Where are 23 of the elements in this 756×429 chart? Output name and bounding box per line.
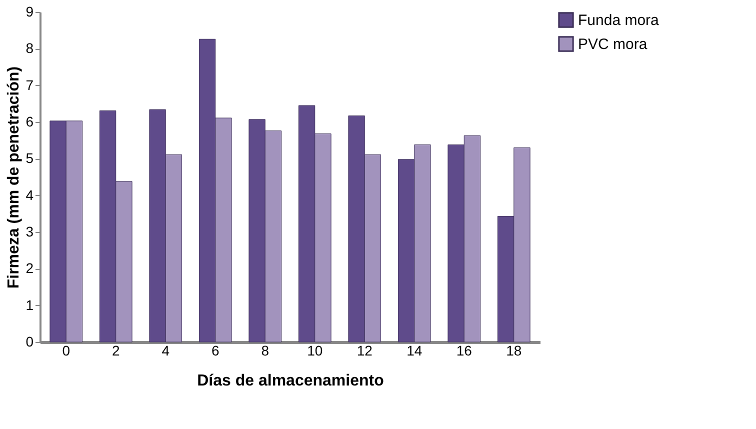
y-tick-label: 6 — [26, 114, 34, 130]
y-tick-label: 5 — [26, 150, 34, 166]
y-tick-label: 3 — [26, 224, 34, 240]
y-axis-title: Firmeza (mm de penetración) — [6, 66, 23, 289]
x-tick-label: 2 — [112, 342, 120, 358]
y-tick-label: 2 — [26, 260, 34, 276]
legend-label: PVC mora — [578, 36, 648, 53]
y-tick-label: 8 — [26, 40, 34, 56]
y-tick-label: 1 — [26, 296, 34, 313]
x-tick-label: 18 — [506, 342, 522, 358]
x-tick-label: 4 — [162, 342, 170, 358]
x-tick-label: 12 — [356, 342, 373, 358]
legend-label: Funda mora — [578, 12, 660, 29]
x-tick-label: 6 — [211, 342, 220, 358]
x-tick-label: 10 — [307, 342, 323, 358]
x-axis-title: Días de almacenamiento — [197, 372, 384, 390]
y-tick-label: 4 — [26, 186, 34, 203]
y-tick-label: 7 — [26, 76, 34, 93]
x-tick-label: 0 — [62, 342, 70, 358]
x-tick-label: 14 — [406, 342, 422, 358]
y-tick-label: 9 — [26, 4, 34, 20]
x-tick-label: 8 — [261, 342, 270, 358]
x-tick-label: 16 — [456, 342, 472, 358]
